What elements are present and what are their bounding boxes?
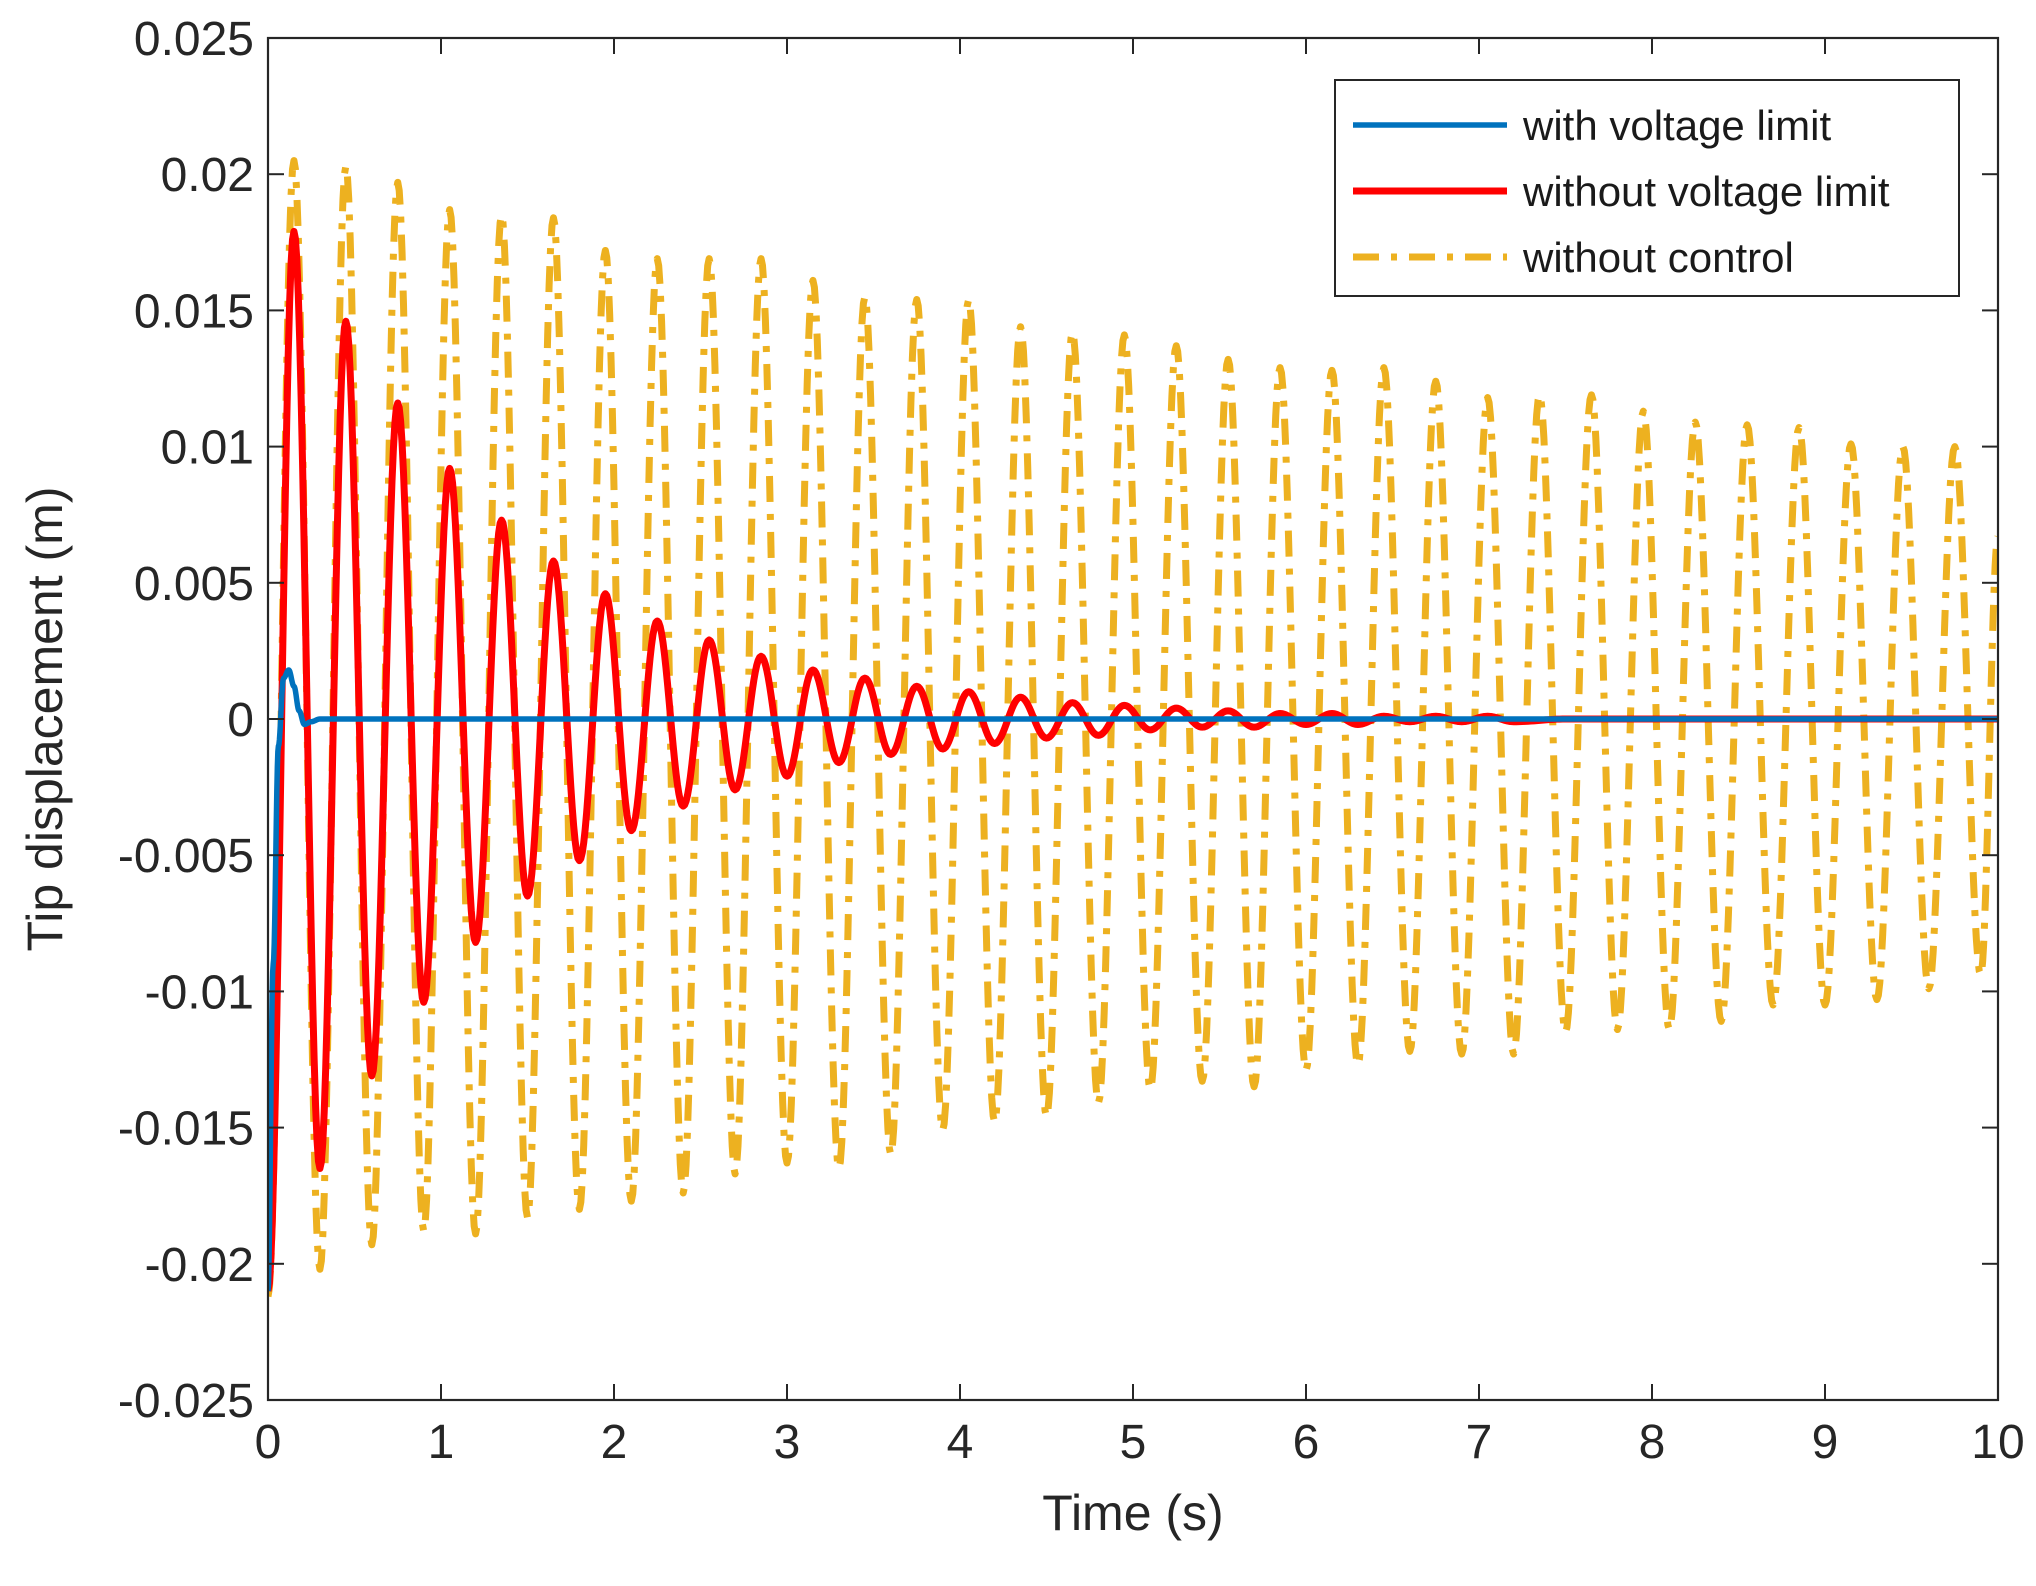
y-tick-label: 0	[227, 694, 254, 747]
y-tick-label: -0.01	[145, 966, 254, 1019]
legend-label: without voltage limit	[1522, 168, 1890, 215]
x-tick-label: 4	[947, 1416, 974, 1469]
x-tick-label: 3	[774, 1416, 801, 1469]
y-tick-label: 0.02	[161, 149, 254, 202]
series-layer	[268, 157, 1998, 1298]
y-tick-label: -0.015	[118, 1103, 254, 1156]
legend: with voltage limit without voltage limit w…	[1334, 79, 1960, 297]
x-tick-label: 7	[1466, 1416, 1493, 1469]
x-tick-label: 1	[428, 1416, 455, 1469]
x-tick-label: 2	[601, 1416, 628, 1469]
y-tick-label: 0.01	[161, 422, 254, 475]
series-line-with-voltage-limit	[268, 667, 1998, 1292]
y-axis: -0.025 -0.02 -0.015 -0.01 -0.005 0 0.005 0.01 0.…	[118, 13, 1998, 1428]
y-tick-label: 0.015	[134, 285, 254, 338]
y-tick-label: 0.005	[134, 558, 254, 611]
x-tick-label: 0	[255, 1416, 282, 1469]
x-tick-label: 10	[1971, 1416, 2024, 1469]
legend-label: without control	[1522, 234, 1794, 281]
x-tick-label: 6	[1293, 1416, 1320, 1469]
y-tick-label: -0.02	[145, 1239, 254, 1292]
y-tick-label: 0.025	[134, 13, 254, 66]
x-tick-label: 9	[1812, 1416, 1839, 1469]
x-axis-title: Time (s)	[1042, 1485, 1223, 1541]
y-tick-label: -0.025	[118, 1375, 254, 1428]
legend-label: with voltage limit	[1522, 102, 1831, 149]
x-tick-label: 5	[1120, 1416, 1147, 1469]
y-axis-title: Tip displacement (m)	[17, 487, 73, 952]
y-tick-label: -0.005	[118, 830, 254, 883]
x-tick-label: 8	[1639, 1416, 1666, 1469]
x-axis: 0 1 2 3 4 5 6 7 8 9 10	[255, 38, 2025, 1469]
